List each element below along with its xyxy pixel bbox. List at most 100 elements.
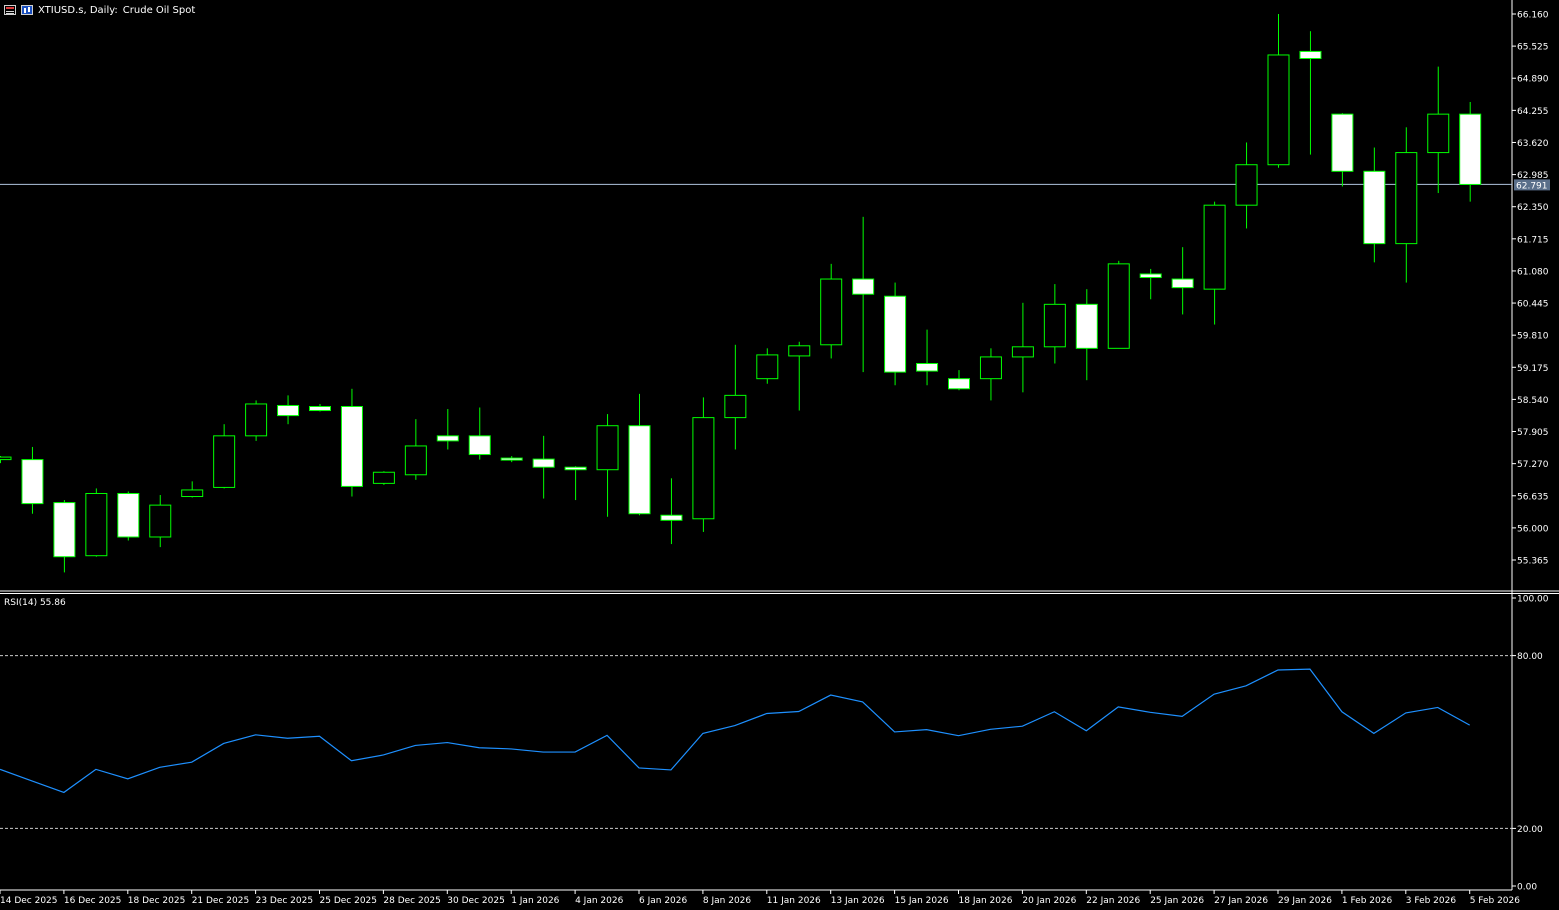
candle-bullish: [979, 356, 1002, 380]
date-label: 1 Jan 2026: [511, 896, 559, 906]
candle-bearish: [1139, 273, 1162, 279]
candles-layer: [0, 14, 1482, 573]
candle-bearish: [564, 466, 587, 471]
candle-bearish: [628, 425, 651, 515]
date-label: 3 Feb 2026: [1406, 896, 1457, 906]
date-label: 16 Dec 2025: [64, 896, 122, 906]
date-label: 22 Jan 2026: [1086, 896, 1140, 906]
date-label: 6 Jan 2026: [639, 896, 687, 906]
candle-bullish: [756, 354, 779, 380]
symbol-flag-icon[interactable]: [4, 5, 16, 15]
date-label: 23 Dec 2025: [256, 896, 314, 906]
candle-bullish: [1267, 54, 1290, 166]
candle-bullish: [692, 417, 715, 520]
current-price-badge: [1514, 179, 1550, 191]
candle-bearish: [340, 405, 363, 487]
candle-bullish: [1427, 113, 1450, 154]
candle-bearish: [468, 435, 491, 456]
rsi-line: [0, 668, 1470, 794]
candle-bearish: [53, 502, 76, 558]
candle-bullish: [372, 471, 395, 484]
rsi-tick-label: 100.00: [1517, 595, 1549, 605]
date-label: 1 Feb 2026: [1342, 896, 1393, 906]
price-tick-label: 60.445: [1517, 300, 1549, 310]
price-tick-label: 62.985: [1517, 171, 1549, 181]
candle-bullish: [724, 394, 747, 419]
rsi-panel: 100.00 80.00 20.00 0.00: [0, 595, 1549, 893]
price-tick-label: 56.000: [1517, 524, 1549, 534]
symbol-label: XTIUSD.s, Daily:: [38, 4, 118, 16]
date-label: 25 Jan 2026: [1150, 896, 1204, 906]
rsi-tick-label: 80.00: [1517, 652, 1543, 662]
date-label: 30 Dec 2025: [447, 896, 505, 906]
candle-bearish: [1075, 303, 1098, 349]
price-tick-label: 57.270: [1517, 460, 1549, 470]
price-axis: 66.160 65.525 64.890 64.255 63.620 62.985 62.3…: [0, 0, 1559, 891]
candle-bearish: [852, 278, 875, 295]
candle-bullish: [149, 504, 172, 538]
chart-bars-icon[interactable]: [21, 5, 33, 15]
candle-bearish: [1299, 50, 1322, 60]
candle-bearish: [532, 458, 555, 468]
price-tick-label: 59.810: [1517, 332, 1549, 342]
date-label: 4 Jan 2026: [575, 896, 623, 906]
candle-bullish: [404, 445, 427, 476]
candle-bearish: [1171, 278, 1194, 289]
price-tick-label: 65.525: [1517, 43, 1549, 53]
candle-bearish: [436, 435, 459, 442]
candle-bullish: [1235, 164, 1258, 206]
price-tick-label: 61.080: [1517, 267, 1549, 277]
candle-bullish: [213, 435, 236, 488]
chart-header: XTIUSD.s, Daily: Crude Oil Spot: [4, 3, 195, 17]
candle-bearish: [117, 492, 140, 538]
rsi-label: RSI(14) 55.86: [4, 598, 66, 608]
price-tick-label: 63.620: [1517, 139, 1549, 149]
candle-bearish: [309, 405, 331, 412]
price-tick-label: 57.905: [1517, 428, 1549, 438]
date-label: 25 Dec 2025: [320, 896, 378, 906]
date-label: 11 Jan 2026: [767, 896, 821, 906]
candle-bullish: [1395, 152, 1418, 245]
price-tick-label: 66.160: [1517, 11, 1549, 21]
price-tick-label: 58.540: [1517, 396, 1549, 406]
candle-bearish: [21, 459, 44, 505]
candle-bullish: [1043, 303, 1066, 348]
date-label: 15 Jan 2026: [895, 896, 949, 906]
date-label: 18 Dec 2025: [128, 896, 186, 906]
candle-bullish: [245, 403, 268, 437]
candle-bullish: [85, 492, 108, 557]
candle-bearish: [1363, 170, 1386, 245]
candle-bearish: [660, 514, 683, 521]
current-price-label: 62.791: [1516, 181, 1548, 191]
price-tick-label: 62.350: [1517, 203, 1549, 213]
candle-bullish: [1203, 204, 1226, 290]
date-label: 27 Jan 2026: [1214, 896, 1268, 906]
date-axis: 14 Dec 2025 16 Dec 2025 18 Dec 2025 21 Dec …: [0, 890, 1520, 906]
candle-bullish: [596, 425, 619, 471]
rsi-tick-label: 0.00: [1517, 883, 1537, 893]
candle-bullish: [181, 489, 204, 498]
price-tick-label: 61.715: [1517, 235, 1549, 245]
candle-bearish: [277, 404, 300, 417]
price-tick-label: 59.175: [1517, 364, 1549, 374]
candle-bullish: [820, 278, 843, 346]
date-label: 13 Jan 2026: [831, 896, 885, 906]
candle-bullish: [788, 345, 811, 357]
candle-bearish: [1459, 113, 1482, 185]
price-tick-label: 55.365: [1517, 557, 1549, 567]
price-tick-label: 56.635: [1517, 492, 1549, 502]
candle-bullish: [1107, 263, 1130, 349]
candle-bearish: [884, 295, 907, 373]
date-label: 18 Jan 2026: [959, 896, 1013, 906]
date-label: 14 Dec 2025: [0, 896, 58, 906]
candle-bearish: [1331, 113, 1354, 172]
date-label: 5 Feb 2026: [1470, 896, 1521, 906]
candle-bearish: [916, 363, 939, 372]
price-tick-label: 64.255: [1517, 107, 1549, 117]
candle-bullish: [0, 456, 12, 461]
candle-bearish: [500, 457, 523, 461]
symbol-description: Crude Oil Spot: [122, 4, 196, 16]
candle-bearish: [948, 378, 970, 390]
date-label: 8 Jan 2026: [703, 896, 751, 906]
